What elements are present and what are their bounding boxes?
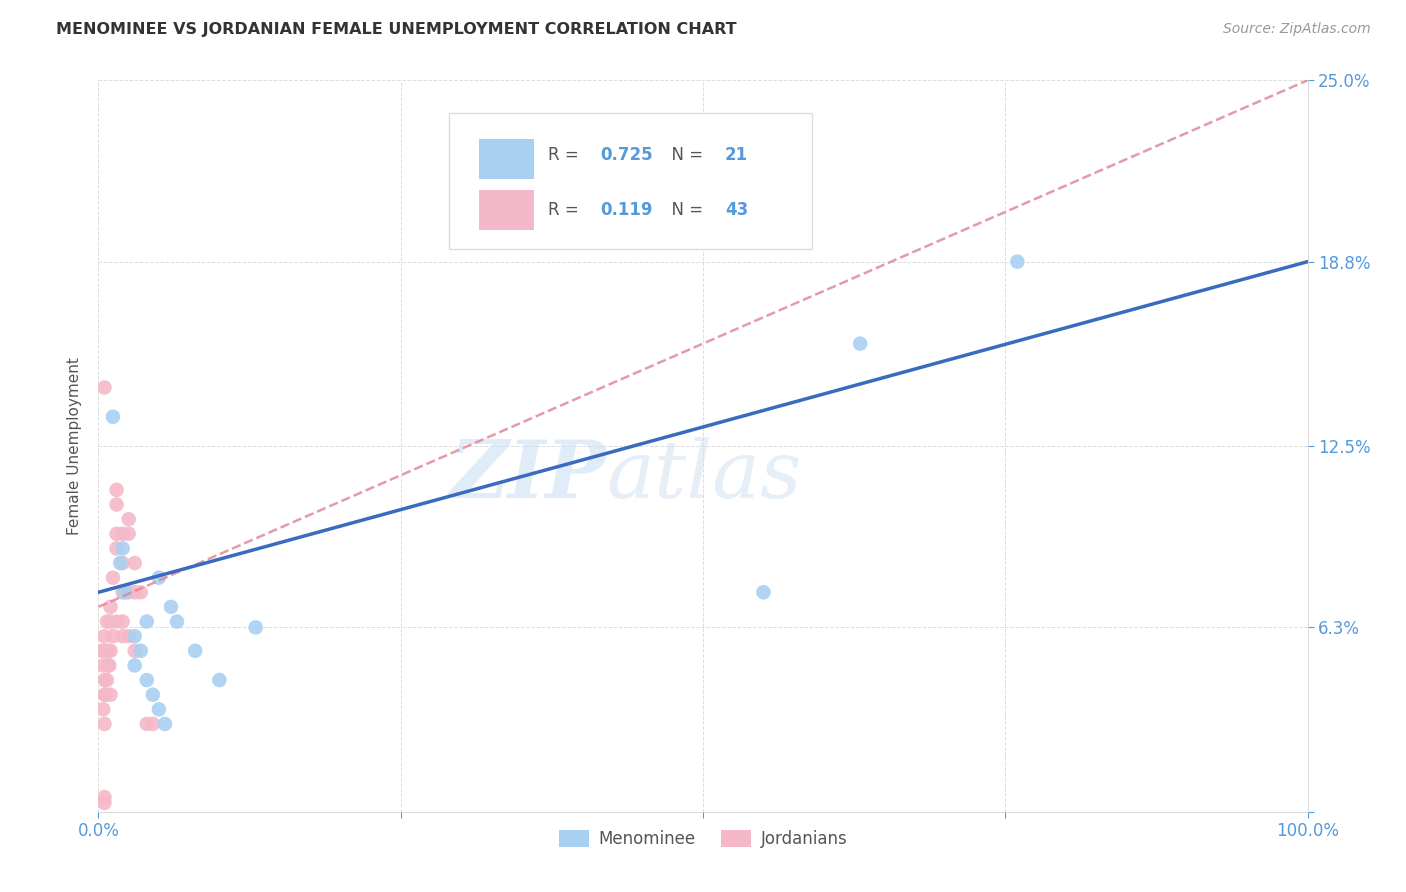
Y-axis label: Female Unemployment: Female Unemployment [66,357,82,535]
Point [135,615,157,629]
Point [160,599,183,614]
Point [97,658,120,673]
Point [124,658,146,673]
Point [111,585,134,599]
Point [111,629,134,643]
FancyBboxPatch shape [449,113,811,249]
Point [118,526,141,541]
Text: N =: N = [661,146,709,164]
Point [98,658,121,673]
Point [118,512,141,526]
Point [142,717,165,731]
Point [105,541,128,556]
Point [111,556,134,570]
Point [135,673,157,687]
Point [129,644,152,658]
Text: ZIP: ZIP [450,436,606,514]
Point [100,615,122,629]
Point [111,541,134,556]
Point [93,688,115,702]
Point [97,644,120,658]
Point [93,629,115,643]
Point [101,571,124,585]
Text: 0.119: 0.119 [600,201,652,219]
Point [101,409,124,424]
Text: N =: N = [661,201,709,219]
Point [94,688,117,702]
Text: 21: 21 [724,146,748,164]
Point [94,644,117,658]
Point [153,717,176,731]
Point [114,585,136,599]
Text: R =: R = [548,146,585,164]
Point [100,599,122,614]
Point [1007,254,1029,268]
Point [124,585,146,599]
Point [100,644,122,658]
Point [101,629,124,643]
Text: 0.725: 0.725 [600,146,652,164]
Point [208,673,231,687]
Point [100,688,122,702]
Point [93,673,115,687]
Point [105,526,128,541]
Text: MENOMINEE VS JORDANIAN FEMALE UNEMPLOYMENT CORRELATION CHART: MENOMINEE VS JORDANIAN FEMALE UNEMPLOYME… [56,22,737,37]
Text: Source: ZipAtlas.com: Source: ZipAtlas.com [1223,22,1371,37]
Point [105,483,128,497]
Point [245,620,267,634]
Point [91,702,114,716]
Point [129,585,152,599]
Point [93,380,115,394]
Point [142,688,165,702]
Point [111,526,134,541]
Point [108,556,131,570]
Point [91,644,114,658]
Text: 43: 43 [724,201,748,219]
Point [111,615,134,629]
FancyBboxPatch shape [479,190,534,230]
Point [118,585,141,599]
Point [93,796,115,810]
Point [148,702,170,716]
FancyBboxPatch shape [479,139,534,179]
Point [96,615,118,629]
Point [166,615,188,629]
Point [124,629,146,643]
Point [135,717,157,731]
Text: atlas: atlas [606,436,801,514]
Point [91,658,114,673]
Point [93,790,115,805]
Point [96,673,118,687]
Point [124,644,146,658]
Legend: Menominee, Jordanians: Menominee, Jordanians [553,823,853,855]
Text: R =: R = [548,201,585,219]
Point [93,717,115,731]
Point [124,556,146,570]
Point [118,629,141,643]
Point [105,498,128,512]
Point [105,615,128,629]
Point [849,336,872,351]
Point [184,644,207,658]
Point [752,585,775,599]
Point [148,571,170,585]
